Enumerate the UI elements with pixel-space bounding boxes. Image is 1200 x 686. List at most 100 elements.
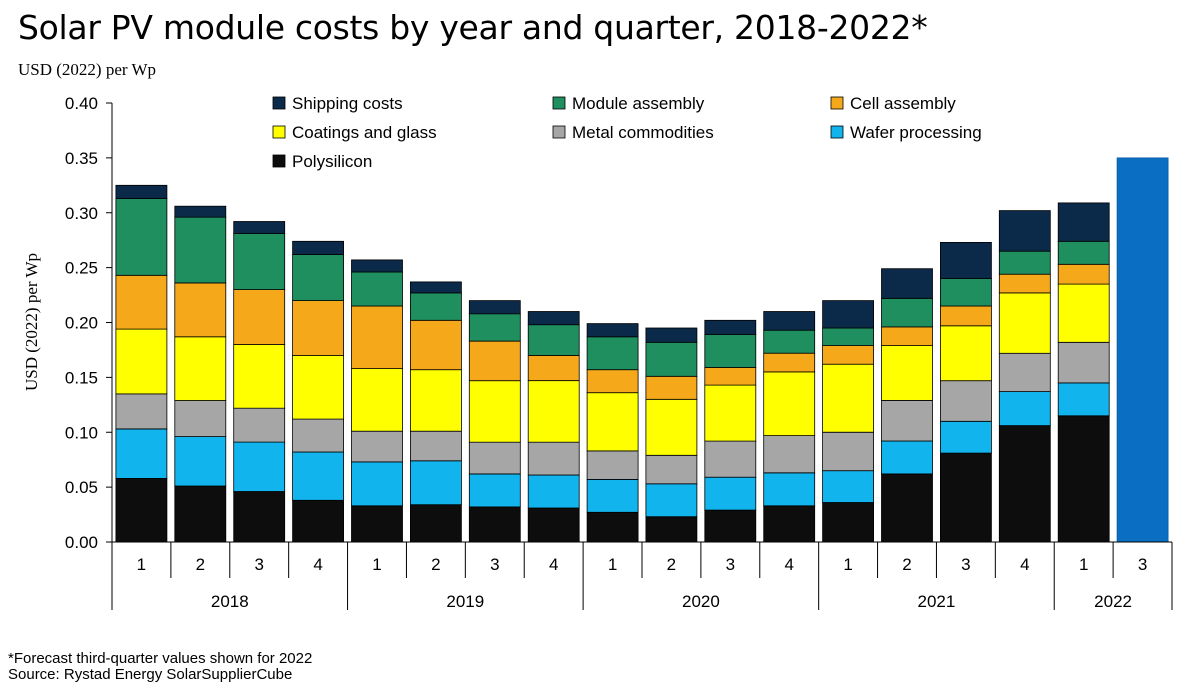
bar-coatings-and-glass-9 — [586, 392, 639, 452]
bar-wafer-processing-5 — [351, 461, 403, 507]
bar-shipping-costs-3 — [233, 221, 286, 235]
y-tick-label: 0.25 — [65, 259, 98, 278]
bar-wafer-processing-17 — [1057, 382, 1110, 417]
bar-metal-commodities-8 — [527, 441, 580, 476]
bar-metal-commodities-10 — [645, 454, 698, 485]
bar-wafer-processing-6 — [409, 460, 462, 506]
bar-module-assembly-11 — [704, 334, 757, 368]
bar-wafer-processing-7 — [468, 473, 521, 508]
legend-swatch-shipping-costs — [272, 96, 286, 110]
bar-coatings-and-glass-15 — [940, 325, 992, 382]
bar-cell-assembly-4 — [292, 300, 345, 356]
legend: Shipping costs Module assembly Cell assemb… — [272, 94, 982, 171]
bar-cell-assembly-2 — [174, 282, 227, 338]
bar-module-assembly-3 — [233, 233, 286, 291]
bar-coatings-and-glass-14 — [881, 345, 933, 401]
legend-swatch-wafer-processing — [830, 125, 844, 139]
x-tick-label: 2 — [667, 555, 676, 574]
bar-shipping-costs-9 — [586, 323, 639, 338]
legend-swatch-metal-commodities — [552, 125, 566, 139]
bar-coatings-and-glass-7 — [468, 380, 521, 443]
source-note: Source: Rystad Energy SolarSupplierCube — [8, 666, 293, 683]
bar-wafer-processing-15 — [940, 420, 992, 454]
bar-wafer-processing-16 — [998, 391, 1051, 427]
axes-layer: 0.00 0.05 0.10 0.15 0.20 0.25 0.30 0.35 0.40 1 2 3 4… — [65, 94, 1173, 611]
bar-wafer-processing-11 — [704, 476, 757, 511]
bar-cell-assembly-12 — [763, 352, 816, 373]
year-label-2021: 2021 — [917, 592, 955, 611]
bar-shipping-costs-14 — [881, 268, 933, 299]
bar-metal-commodities-12 — [763, 435, 816, 474]
bar-shipping-costs-13 — [822, 300, 874, 329]
y-axis-label: USD (2022) per Wp — [22, 253, 41, 391]
legend-swatch-coatings-and-glass — [272, 125, 286, 139]
bar-cell-assembly-3 — [233, 289, 286, 345]
bar-module-assembly-2 — [174, 216, 227, 284]
legend-swatch-module-assembly — [552, 96, 566, 110]
bar-polysilicon-2 — [174, 485, 227, 543]
x-tick-label: 1 — [137, 555, 146, 574]
bar-wafer-processing-3 — [233, 441, 286, 492]
y-tick-label: 0.00 — [65, 533, 98, 552]
bar-shipping-costs-12 — [763, 311, 816, 331]
bar-coatings-and-glass-13 — [822, 363, 874, 433]
bar-polysilicon-16 — [998, 425, 1051, 543]
bar-shipping-costs-1 — [115, 184, 168, 199]
bar-wafer-processing-4 — [292, 451, 345, 501]
y-tick-label: 0.30 — [65, 204, 98, 223]
bar-coatings-and-glass-6 — [409, 369, 462, 432]
bar-coatings-and-glass-3 — [233, 344, 286, 409]
bar-module-assembly-12 — [763, 329, 816, 354]
chart-subtitle: USD (2022) per Wp — [18, 60, 157, 79]
bar-shipping-costs-2 — [174, 205, 227, 218]
legend-label-coatings-and-glass: Coatings and glass — [292, 123, 437, 142]
bar-module-assembly-7 — [468, 313, 521, 342]
bar-metal-commodities-3 — [233, 407, 286, 443]
legend-label-metal-commodities: Metal commodities — [572, 123, 714, 142]
bar-wafer-processing-8 — [527, 474, 580, 509]
bar-polysilicon-8 — [527, 507, 580, 543]
bar-metal-commodities-1 — [115, 393, 168, 430]
bar-metal-commodities-16 — [998, 352, 1051, 393]
bar-metal-commodities-6 — [409, 430, 462, 462]
bar-module-assembly-1 — [115, 198, 168, 276]
bar-wafer-processing-1 — [115, 428, 168, 479]
bar-polysilicon-7 — [468, 506, 521, 543]
x-tick-label: 3 — [726, 555, 735, 574]
x-tick-label: 3 — [961, 555, 970, 574]
bar-coatings-and-glass-11 — [704, 384, 757, 442]
bar-coatings-and-glass-12 — [763, 371, 816, 436]
bar-polysilicon-17 — [1057, 415, 1110, 543]
bar-metal-commodities-13 — [822, 431, 874, 472]
bar-metal-commodities-7 — [468, 441, 521, 475]
bar-shipping-costs-4 — [292, 240, 345, 255]
legend-label-polysilicon: Polysilicon — [292, 152, 372, 171]
bar-coatings-and-glass-10 — [645, 398, 698, 456]
bar-polysilicon-6 — [409, 504, 462, 543]
bar-cell-assembly-8 — [527, 354, 580, 381]
legend-label-wafer-processing: Wafer processing — [850, 123, 982, 142]
y-tick-label: 0.35 — [65, 149, 98, 168]
bar-polysilicon-12 — [763, 505, 816, 543]
bar-cell-assembly-15 — [940, 305, 992, 327]
bar-coatings-and-glass-8 — [527, 380, 580, 443]
bar-coatings-and-glass-5 — [351, 368, 403, 432]
year-label-2022: 2022 — [1094, 592, 1132, 611]
bar-cell-assembly-1 — [115, 274, 168, 330]
bar-shipping-costs-11 — [704, 319, 757, 335]
bar-polysilicon-4 — [292, 499, 345, 543]
bar-metal-commodities-15 — [940, 380, 992, 422]
bar-cell-assembly-10 — [645, 375, 698, 400]
bar-metal-commodities-14 — [881, 399, 933, 442]
y-tick-label: 0.10 — [65, 423, 98, 442]
year-label-2020: 2020 — [682, 592, 720, 611]
bar-wafer-processing-2 — [174, 436, 227, 487]
bar-shipping-costs-5 — [351, 259, 403, 273]
bar-wafer-processing-14 — [881, 440, 933, 475]
bar-polysilicon-14 — [881, 473, 933, 543]
chart-title: Solar PV module costs by year and quarte… — [18, 8, 928, 47]
bar-module-assembly-15 — [940, 278, 992, 307]
bar-layer — [115, 157, 1169, 543]
bar-shipping-costs-17 — [1057, 202, 1110, 242]
bar-metal-commodities-9 — [586, 450, 639, 480]
